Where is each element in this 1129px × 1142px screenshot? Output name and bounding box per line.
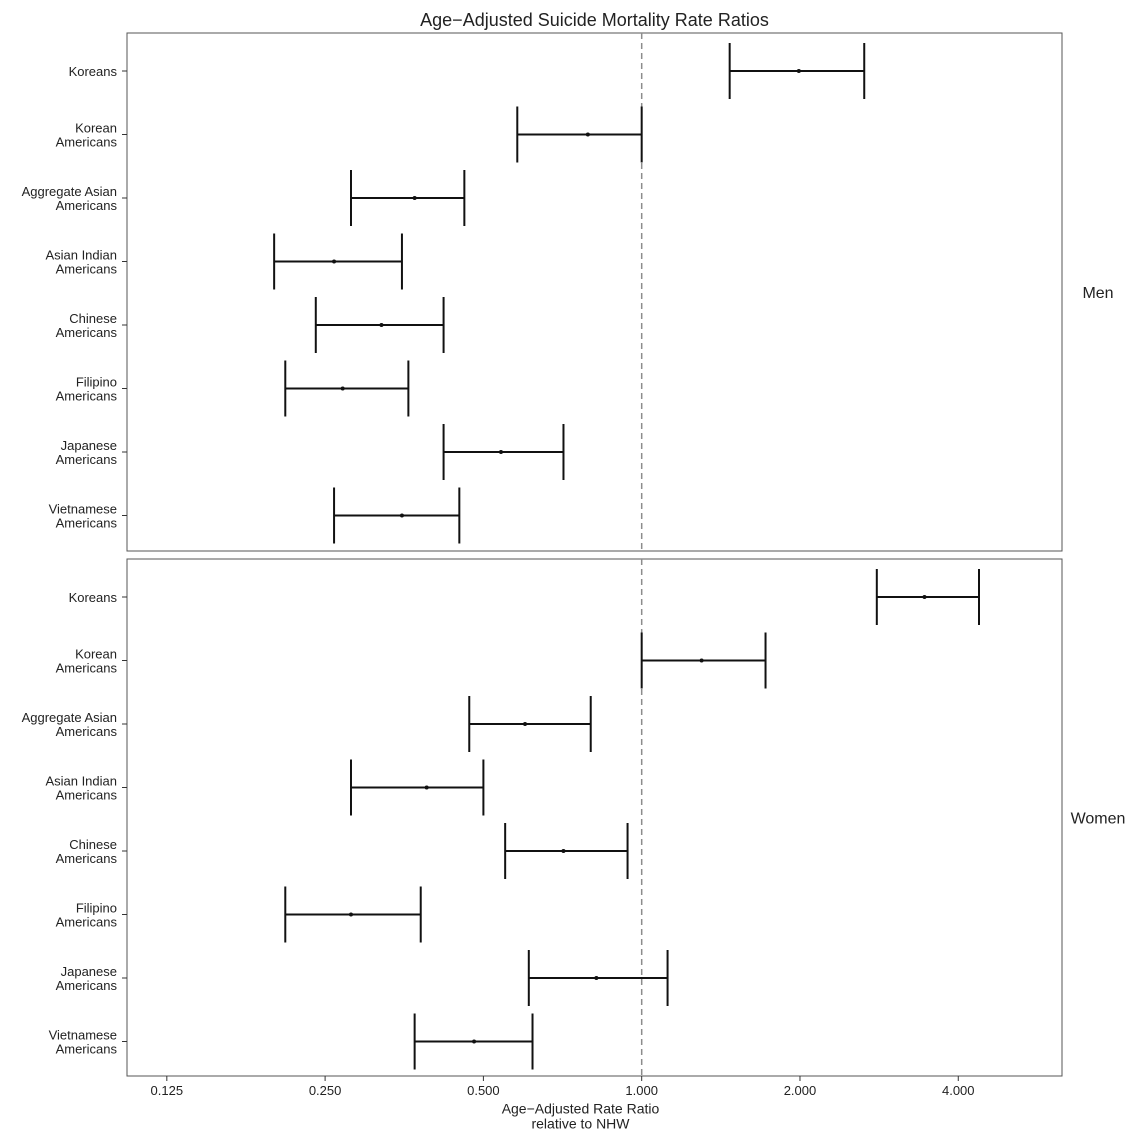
x-tick-label-5: 4.000 xyxy=(942,1083,975,1098)
category-label-women-0: Koreans xyxy=(69,590,118,605)
estimate-point-women-0 xyxy=(922,595,927,599)
category-label-women-2: Aggregate Asian Americans xyxy=(22,710,118,739)
x-tick-label-0: 0.125 xyxy=(151,1083,184,1098)
estimate-point-men-3 xyxy=(332,259,337,264)
x-tick-label-2: 0.500 xyxy=(467,1083,500,1098)
category-label-men-2: Aggregate Asian Americans xyxy=(22,184,118,213)
estimate-point-women-3 xyxy=(424,785,429,790)
category-label-women-7: Vietnamese Americans xyxy=(49,1028,118,1057)
category-label-women-5: Filipino Americans xyxy=(56,901,118,930)
category-label-men-1: Korean Americans xyxy=(56,121,118,150)
x-axis-title: Age−Adjusted Rate Ratio relative to NHW xyxy=(502,1101,660,1132)
estimate-point-men-2 xyxy=(412,196,417,200)
estimate-point-men-4 xyxy=(379,323,384,327)
chart-title: Age−Adjusted Suicide Mortality Rate Rati… xyxy=(420,10,769,30)
category-label-women-6: Japanese Americans xyxy=(56,964,118,993)
estimate-point-men-6 xyxy=(498,450,503,454)
category-label-men-7: Vietnamese Americans xyxy=(49,502,118,531)
category-label-men-0: Koreans xyxy=(69,64,118,79)
panel-frame-men xyxy=(126,32,1063,552)
category-label-women-4: Chinese Americans xyxy=(56,837,118,866)
facet-label-women: Women xyxy=(1071,811,1126,828)
category-label-men-4: Chinese Americans xyxy=(56,311,118,340)
facet-label-men: Men xyxy=(1082,285,1113,302)
estimate-point-women-2 xyxy=(523,722,528,726)
estimate-point-women-7 xyxy=(472,1039,477,1044)
category-label-women-1: Korean Americans xyxy=(56,647,118,676)
estimate-point-men-7 xyxy=(399,513,404,518)
estimate-point-men-0 xyxy=(796,69,801,73)
category-label-men-3: Asian Indian Americans xyxy=(45,248,117,277)
estimate-point-women-1 xyxy=(699,658,704,663)
category-label-men-5: Filipino Americans xyxy=(56,375,118,404)
panel-frame-women xyxy=(126,558,1063,1077)
category-label-men-6: Japanese Americans xyxy=(56,438,118,467)
estimate-point-women-4 xyxy=(561,849,566,853)
estimate-point-men-1 xyxy=(585,132,590,137)
x-tick-label-4: 2.000 xyxy=(784,1083,817,1098)
estimate-point-women-6 xyxy=(594,976,599,980)
estimate-point-men-5 xyxy=(340,386,345,391)
category-label-women-3: Asian Indian Americans xyxy=(45,774,117,803)
x-tick-label-3: 1.000 xyxy=(625,1083,658,1098)
estimate-point-women-5 xyxy=(348,912,353,917)
x-tick-label-1: 0.250 xyxy=(309,1083,342,1098)
